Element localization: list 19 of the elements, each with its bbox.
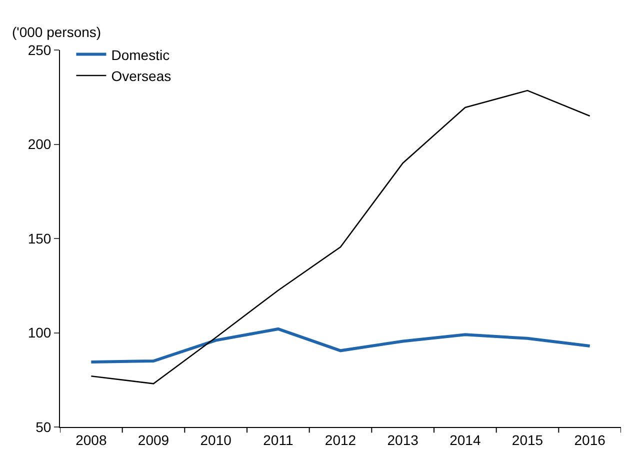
x-tick-label: 2013 bbox=[387, 432, 419, 448]
legend-label: Overseas bbox=[111, 68, 172, 84]
y-tick-label: 100 bbox=[28, 324, 52, 341]
legend-label: Domestic bbox=[111, 46, 170, 63]
x-tick-label: 2008 bbox=[76, 432, 107, 448]
y-axis-title: ('000 persons) bbox=[12, 24, 102, 40]
x-tick-label: 2016 bbox=[574, 432, 606, 448]
x-tick-label: 2014 bbox=[450, 432, 481, 448]
y-tick-label: 50 bbox=[36, 418, 52, 435]
x-tick-label: 2015 bbox=[512, 432, 544, 448]
line-series bbox=[90, 90, 590, 384]
x-tick-label: 2010 bbox=[200, 432, 232, 448]
y-tick-label: 150 bbox=[28, 230, 52, 246]
line-series bbox=[90, 327, 592, 364]
x-tick-label: 2009 bbox=[138, 432, 170, 448]
x-tick-label: 2012 bbox=[324, 432, 356, 448]
y-tick-label: 250 bbox=[28, 42, 52, 58]
x-tick-label: 2011 bbox=[263, 432, 294, 448]
y-tick-label: 200 bbox=[28, 136, 52, 152]
